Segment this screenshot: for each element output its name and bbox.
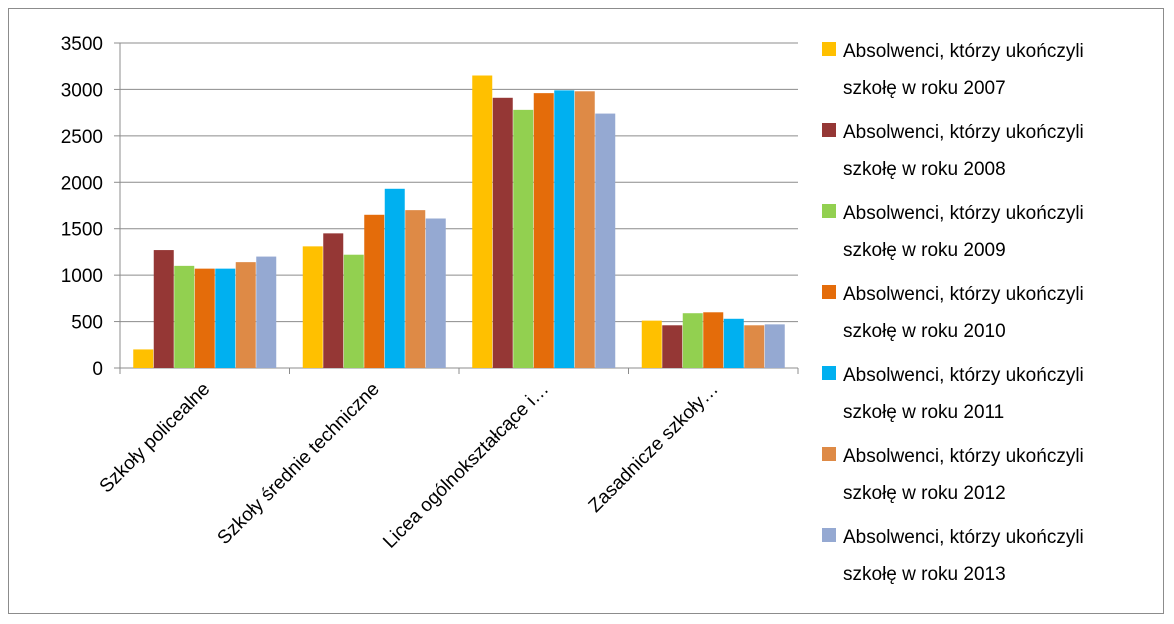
legend-label: Absolwenci, którzy ukończyli	[843, 527, 1084, 548]
y-tick-label: 500	[71, 313, 103, 334]
bar	[194, 268, 215, 368]
category-label: Licea ogólnokształcące i…	[379, 379, 553, 553]
legend-swatch	[822, 447, 836, 461]
bar	[405, 210, 426, 368]
legend-label: Absolwenci, którzy ukończyli	[843, 365, 1084, 386]
legend-swatch	[822, 528, 836, 542]
bar	[744, 325, 765, 368]
y-tick-label: 0	[92, 359, 103, 380]
bar	[703, 312, 724, 368]
bar	[723, 318, 744, 368]
legend-label: Absolwenci, którzy ukończyli	[843, 41, 1084, 62]
y-tick-label: 3500	[61, 34, 103, 55]
legend-label: szkołę w roku 2011	[843, 402, 1004, 423]
bar	[302, 246, 323, 368]
bar	[533, 93, 554, 369]
bar	[764, 324, 785, 368]
bar	[554, 90, 575, 368]
bar	[364, 214, 385, 368]
category-label: Szkoły średnie techniczne	[214, 379, 384, 549]
y-tick-label: 2500	[61, 127, 103, 148]
legend-swatch	[822, 123, 836, 137]
bar	[133, 349, 154, 368]
bar	[425, 218, 446, 368]
bar	[574, 91, 595, 369]
bar	[174, 265, 195, 368]
bar	[472, 75, 493, 368]
bar	[343, 254, 364, 368]
bar	[256, 256, 277, 368]
bar	[595, 113, 616, 368]
y-tick-label: 2000	[61, 173, 103, 194]
category-label: Szkoły policealne	[96, 379, 215, 498]
legend-label: Absolwenci, którzy ukończyli	[843, 122, 1084, 143]
y-tick-label: 3000	[61, 80, 103, 101]
bar	[492, 97, 513, 369]
legend-label: szkołę w roku 2008	[843, 159, 1006, 180]
y-tick-label: 1500	[61, 220, 103, 241]
bar	[513, 109, 534, 368]
legend-label: Absolwenci, którzy ukończyli	[843, 446, 1084, 467]
y-tick-label: 1000	[61, 266, 103, 287]
legend-label: szkołę w roku 2010	[843, 321, 1006, 342]
bar	[235, 262, 256, 368]
bar	[215, 268, 236, 368]
bar	[384, 188, 405, 368]
legend-label: szkołę w roku 2009	[843, 240, 1006, 261]
legend-label: Absolwenci, którzy ukończyli	[843, 203, 1084, 224]
bar	[641, 320, 662, 368]
bar	[323, 233, 344, 368]
legend-swatch	[822, 285, 836, 299]
legend-swatch	[822, 42, 836, 56]
legend-label: szkołę w roku 2012	[843, 483, 1006, 504]
legend-label: szkołę w roku 2007	[843, 78, 1006, 99]
category-label: Zasadnicze szkoły…	[585, 379, 723, 517]
legend-swatch	[822, 366, 836, 380]
bar	[662, 325, 683, 368]
legend-label: szkołę w roku 2013	[843, 564, 1006, 585]
legend-swatch	[822, 204, 836, 218]
bar	[682, 313, 703, 368]
legend-label: Absolwenci, którzy ukończyli	[843, 284, 1084, 305]
bar	[153, 250, 174, 368]
